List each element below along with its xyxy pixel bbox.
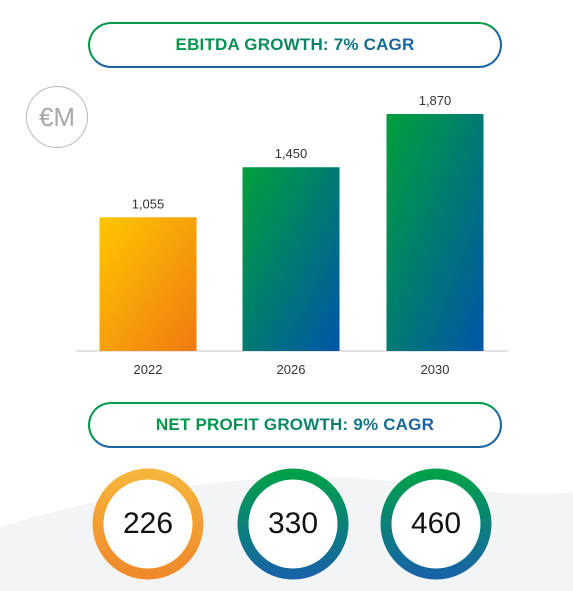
category-label-2022: 2022 [134, 362, 163, 377]
category-label-2030: 2030 [421, 362, 450, 377]
value-label-2030: 1,870 [419, 93, 452, 108]
bar-2030 [386, 114, 484, 351]
bar-2022 [99, 217, 197, 351]
value-label-2026: 1,450 [275, 146, 308, 161]
net-profit-growth-title: NET PROFIT GROWTH: 9% CAGR [155, 415, 435, 434]
net-profit-ring-3 [380, 468, 492, 580]
net-profit-value-1: 226 [122, 507, 174, 540]
bar-2026 [242, 167, 340, 351]
net-profit-ring-1 [92, 468, 204, 580]
net-profit-growth-pill: NET PROFIT GROWTH: 9% CAGR [88, 402, 502, 448]
net-profit-value-3: 460 [410, 507, 462, 540]
ebitda-growth-pill: EBITDA GROWTH: 7% CAGR [88, 22, 502, 68]
category-label-2026: 2026 [277, 362, 306, 377]
unit-badge: €M [26, 86, 88, 148]
ebitda-growth-title: EBITDA GROWTH: 7% CAGR [175, 35, 415, 54]
value-label-2022: 1,055 [132, 196, 165, 211]
net-profit-value-2: 330 [267, 507, 319, 540]
ebitda-bar-chart: 1,055 2022 1,450 2026 1,870 2030 [76, 93, 508, 377]
net-profit-ring-2 [237, 468, 349, 580]
